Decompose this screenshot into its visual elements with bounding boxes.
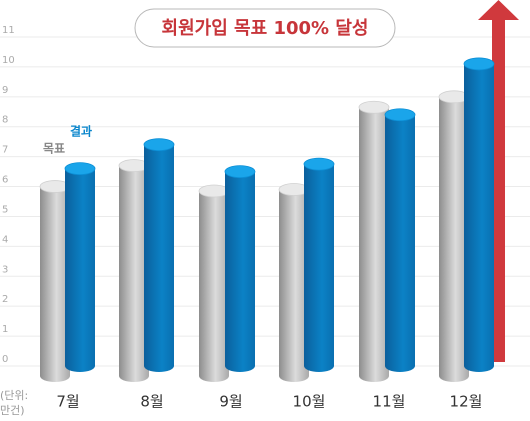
cylinder-body <box>359 107 389 376</box>
x-tick-label: 9월 <box>219 393 242 411</box>
y-tick-label: 10 <box>2 55 15 66</box>
cylinder-top <box>358 100 390 114</box>
x-tick-label: 10월 <box>293 393 326 411</box>
cylinder-body <box>144 144 174 366</box>
bars: 7월 8월 9월 10월 11월 12월 목표 결과 <box>39 57 495 411</box>
title-box <box>134 8 396 48</box>
y-tick-label: 9 <box>2 85 8 96</box>
x-tick-label: 7월 <box>56 393 79 411</box>
y-tick-label: 4 <box>2 234 8 245</box>
x-tick-label: 11월 <box>373 393 406 411</box>
cylinder-body <box>464 63 494 366</box>
cylinder-bar <box>384 108 416 372</box>
cylinder-bar <box>198 184 230 382</box>
growth-arrow <box>478 0 519 362</box>
arrow-shaft <box>492 18 505 362</box>
cylinder-body <box>385 114 415 366</box>
series-label: 결과 <box>70 124 92 139</box>
y-tick-label: 11 <box>2 25 15 36</box>
y-tick-label: 7 <box>2 145 8 156</box>
cylinder-bar <box>224 165 256 372</box>
cylinder-body <box>225 171 255 366</box>
y-tick-label: 0 <box>2 354 8 365</box>
cylinder-top <box>463 57 495 71</box>
series-label: 목표 <box>43 142 65 156</box>
cylinder-bar <box>358 100 390 382</box>
cylinder-top <box>384 108 416 122</box>
unit-label: (단위: 만건) <box>0 389 29 417</box>
x-tick-label: 12월 <box>450 393 483 411</box>
x-tick-label: 8월 <box>140 393 163 411</box>
cylinder-top <box>143 138 175 152</box>
y-tick-label: 2 <box>2 294 8 305</box>
cylinder-body <box>304 164 334 366</box>
cylinder-top <box>64 162 96 176</box>
y-tick-label: 6 <box>2 175 8 186</box>
y-tick-label: 3 <box>2 264 8 275</box>
cylinder-bar <box>143 138 175 372</box>
y-tick-label: 1 <box>2 324 8 335</box>
arrow-head <box>478 0 519 20</box>
y-tick-label: 8 <box>2 115 8 126</box>
cylinder-top <box>198 184 230 198</box>
cylinder-bar <box>463 57 495 372</box>
cylinder-body <box>65 168 95 366</box>
chart-title: 회원가입 목표 100% 달성 <box>162 17 369 39</box>
cylinder-bar <box>64 162 96 372</box>
y-tick-label: 5 <box>2 204 8 215</box>
cylinder-body <box>199 191 229 376</box>
cylinder-bar <box>303 157 335 372</box>
cylinder-top <box>303 157 335 171</box>
cylinder-top <box>224 165 256 178</box>
